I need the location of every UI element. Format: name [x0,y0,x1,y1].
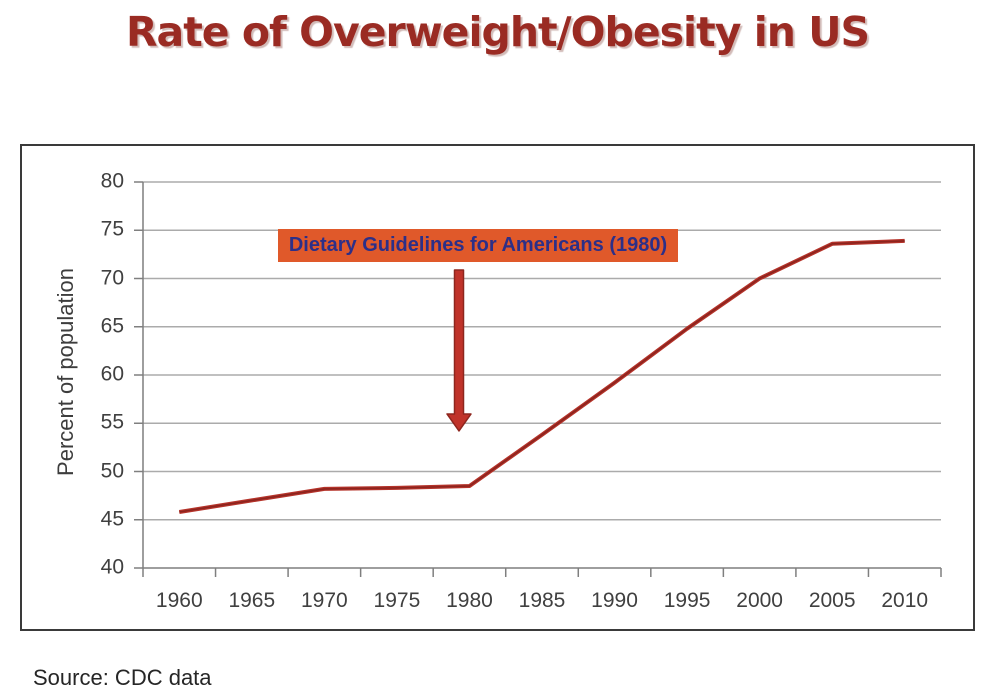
x-tick-label: 2010 [881,589,929,612]
x-tick-label: 1980 [446,589,493,612]
x-tick-label: 2000 [736,589,783,612]
annotation-callout: Dietary Guidelines for Americans (1980) [278,229,678,262]
data-series-line [178,238,905,514]
x-tick-label: 1960 [155,589,203,612]
y-tick-label: 45 [100,507,124,531]
y-axis-title: Percent of population [53,268,78,476]
x-tick-label: 1995 [663,589,711,612]
x-tick-label: 1975 [373,589,421,612]
down-arrow-icon [446,269,472,432]
y-tick-label: 55 [100,410,124,434]
y-tick-label: 75 [100,217,124,241]
axes [134,181,942,577]
source-note: Source: CDC data [33,665,212,690]
annotation-arrow-icon [446,269,472,432]
y-tick-label: 70 [100,266,124,290]
x-tick-label: 1970 [301,589,348,612]
chart-frame [20,144,975,631]
series-core [179,240,905,513]
y-tick-label: 50 [100,459,124,483]
x-tick-label: 2005 [808,589,856,612]
x-tick-label: 1985 [518,589,566,612]
page-title: Rate of Overweight/Obesity in US [125,8,870,56]
y-tick-label: 40 [100,555,124,579]
y-tick-label: 60 [100,362,124,386]
x-tick-label: 1965 [228,589,276,612]
x-tick-label: 1990 [591,589,638,612]
y-tick-label: 80 [100,169,124,193]
y-tick-label: 65 [100,314,124,338]
